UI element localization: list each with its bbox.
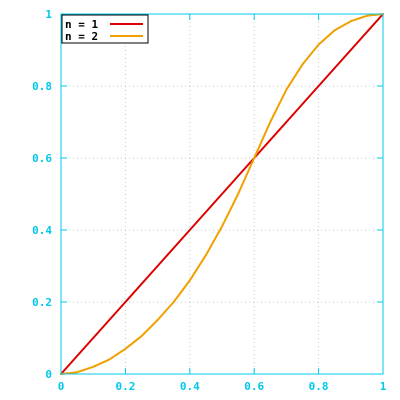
x-tick-label: 0.2 xyxy=(115,380,135,393)
legend-box xyxy=(61,14,149,44)
y-tick-labels: 0 0.2 0.4 0.6 0.8 1 xyxy=(32,8,52,381)
y-tick-label: 0.6 xyxy=(32,152,52,165)
x-tick-labels: 0 0.2 0.4 0.6 0.8 1 xyxy=(58,380,387,393)
x-tick-label: 0.6 xyxy=(244,380,264,393)
series-line-1 xyxy=(60,13,384,375)
legend-label: n = 1 xyxy=(65,18,98,31)
plot-frame xyxy=(60,13,384,375)
y-tick-label: 0 xyxy=(45,368,52,381)
y-tick-label: 1 xyxy=(45,8,52,21)
x-tick-label: 0.8 xyxy=(309,380,329,393)
grid xyxy=(61,14,383,374)
x-tick-label: 0 xyxy=(58,380,65,393)
y-tick-label: 0.4 xyxy=(32,224,52,237)
y-tick-label: 0.2 xyxy=(32,296,52,309)
y-tick-label: 0.8 xyxy=(32,80,52,93)
series-layer xyxy=(60,13,384,375)
x-tick-label: 1 xyxy=(380,380,387,393)
legend-label: n = 2 xyxy=(65,30,98,43)
x-tick-label: 0.4 xyxy=(180,380,200,393)
legend: n = 1n = 2 xyxy=(61,14,149,44)
series-line-2 xyxy=(60,13,384,375)
